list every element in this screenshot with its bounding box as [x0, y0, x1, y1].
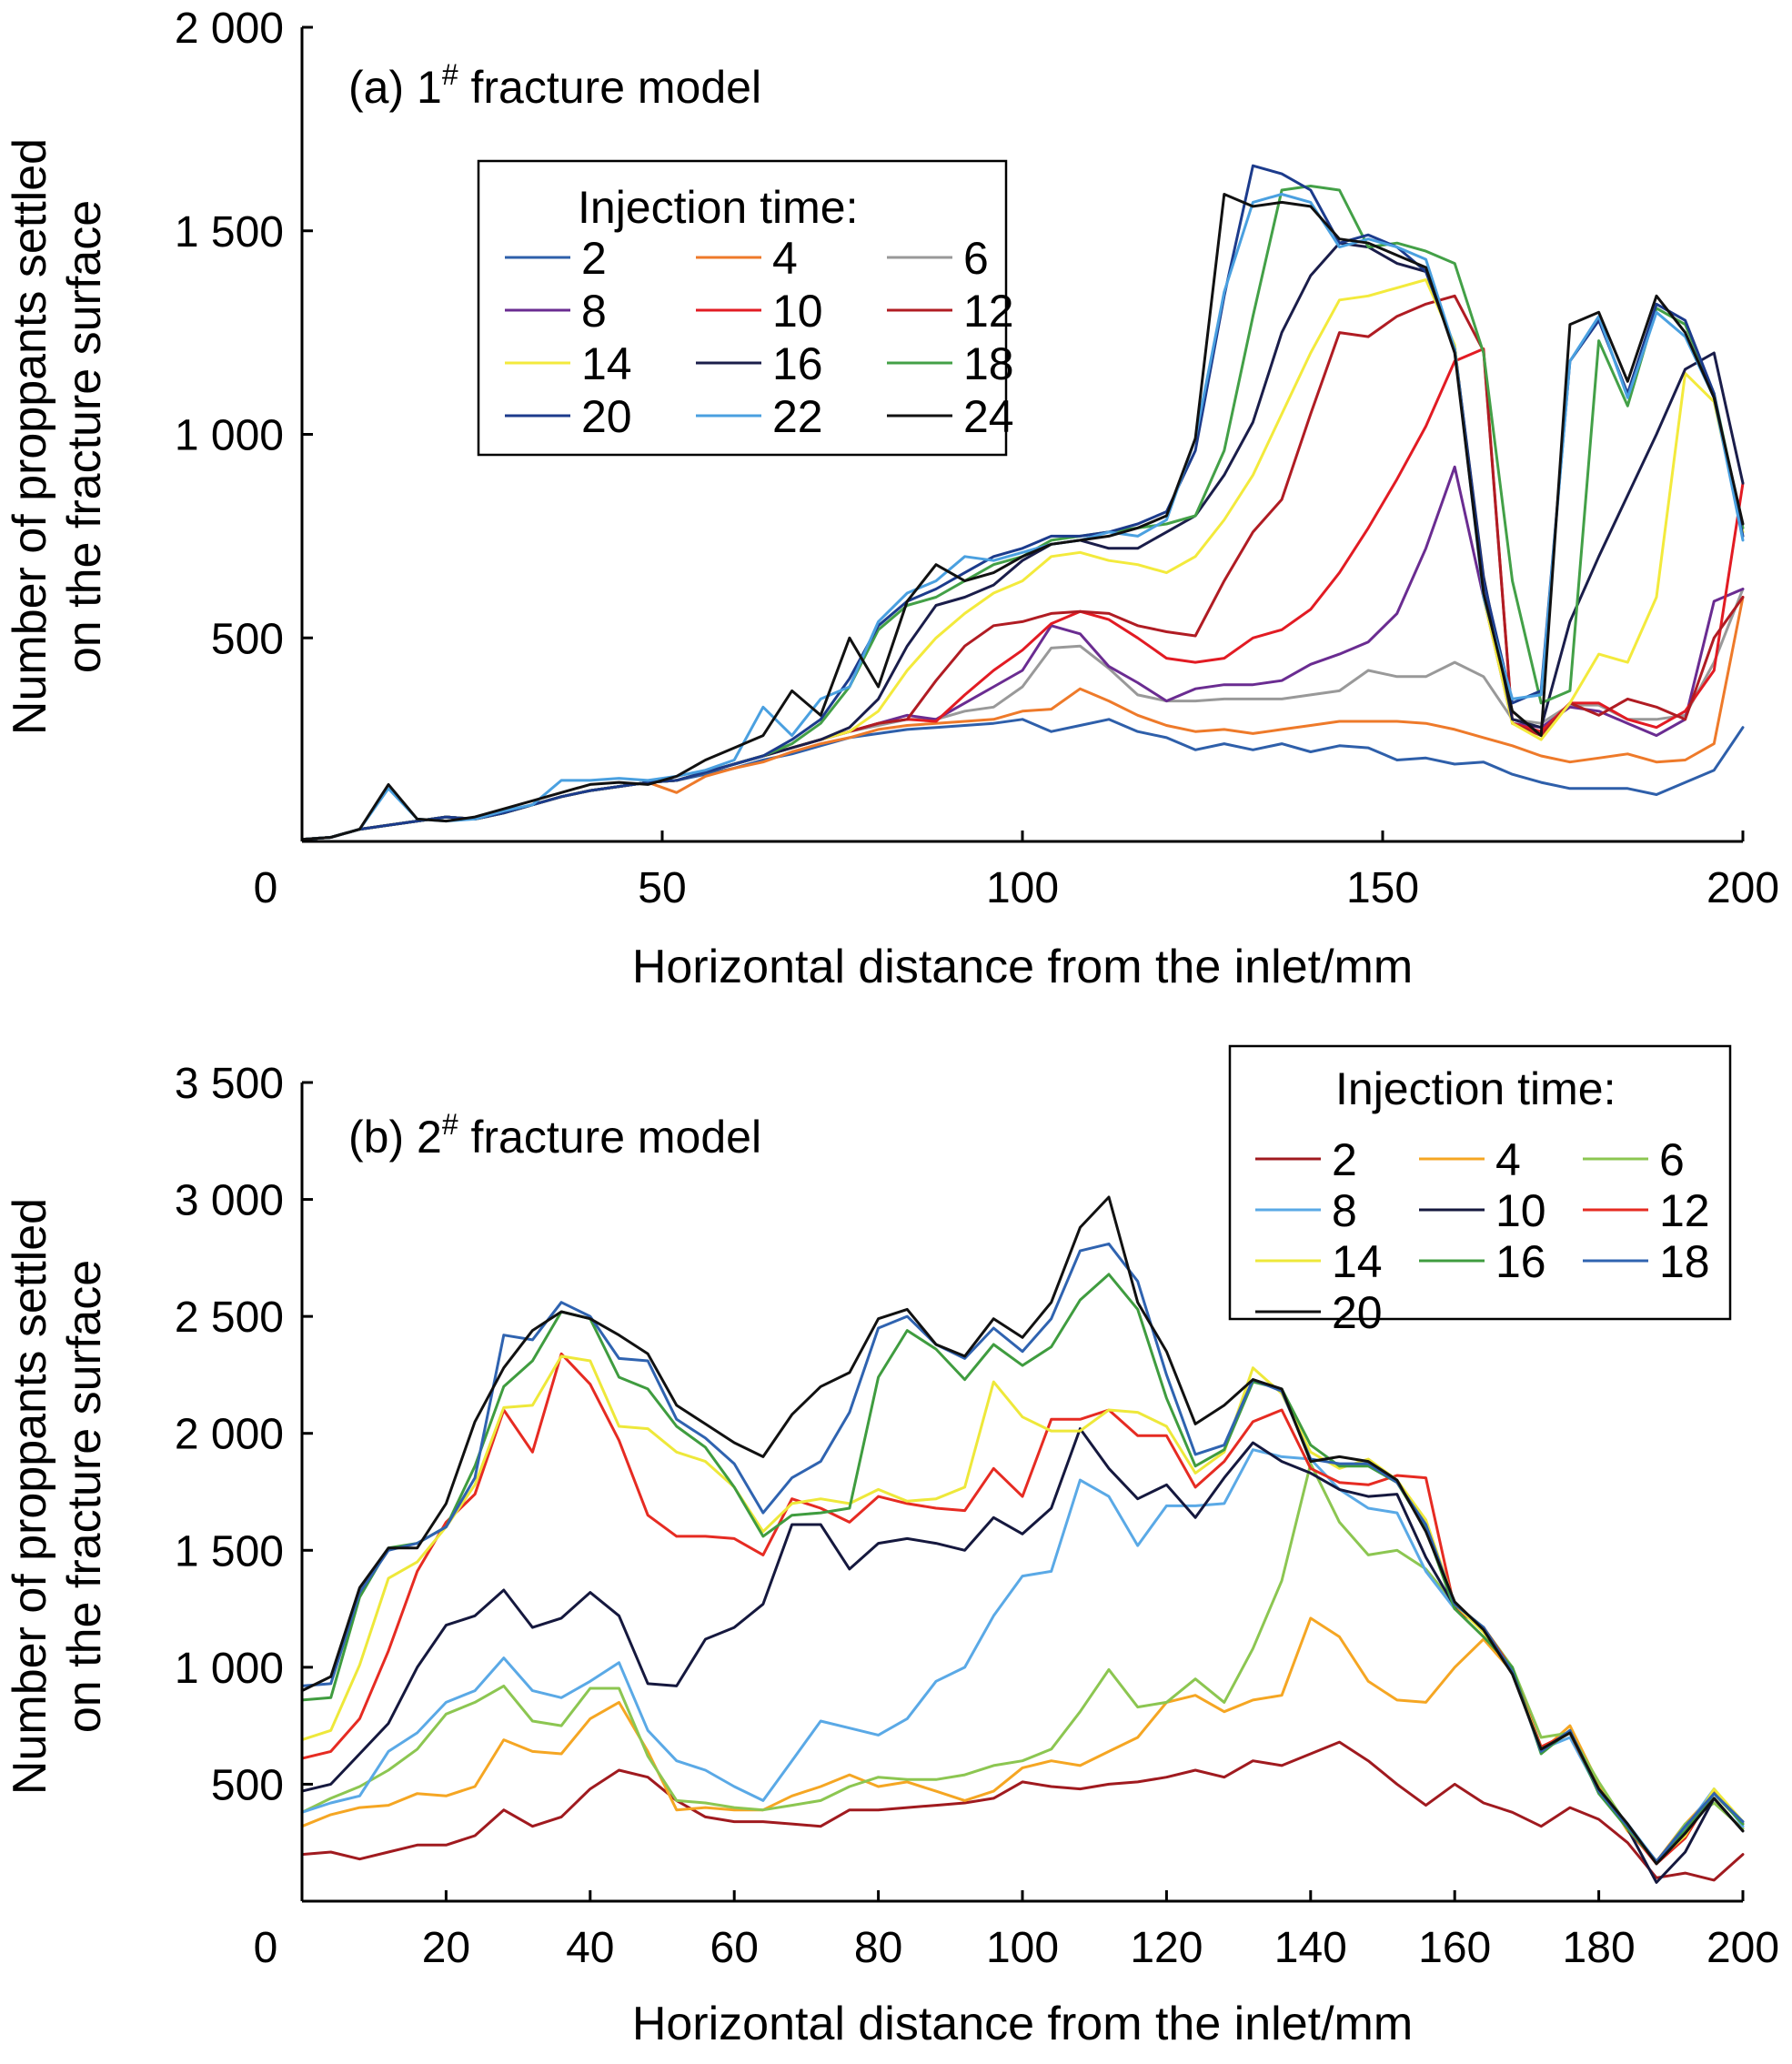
panel-b-x-tick-label: 140: [1274, 1924, 1347, 1972]
panel-b-legend-label-18: 18: [1659, 1236, 1710, 1287]
panel-b-chart: 500 1 000 1 500 2 000 2 500 3 000 3 500 0 20 40 6…: [4, 1044, 1779, 2050]
panel-a-series-2-line: [300, 718, 1745, 841]
panel-b-x-tick-label: 100: [986, 1924, 1059, 1972]
panel-b-legend-label-2: 2: [1332, 1134, 1357, 1185]
panel-b-x-tick-label: 0: [254, 1924, 278, 1972]
panel-b-y-tick-label: 1 000: [175, 1645, 284, 1693]
panel-b-legend: Injection time: 2 4 6 8 10 12 14 16 18 20: [1228, 1044, 1732, 1338]
panel-a-legend-label-2: 2: [581, 233, 607, 284]
panel-b-x-tick-label: 160: [1418, 1924, 1491, 1972]
panel-b-legend-label-20: 20: [1332, 1287, 1383, 1338]
panel-b-y-axis-label-line2: on the fracture surface: [58, 1260, 111, 1733]
panel-b-y-ticks: 500 1 000 1 500 2 000 2 500 3 000 3 500: [175, 1060, 313, 1809]
panel-a-legend-label-4: 4: [772, 233, 798, 284]
panel-b-series-16-line: [300, 1273, 1745, 1863]
panel-a-lines: [300, 164, 1745, 841]
panel-b-lines: [300, 1195, 1745, 1884]
panel-a-y-tick-label: 1 500: [175, 208, 284, 257]
panel-b-legend-label-4: 4: [1495, 1134, 1521, 1185]
panel-a-series-8-line: [300, 465, 1745, 841]
panel-a-legend-box: [477, 159, 1008, 457]
panel-a-legend-label-14: 14: [581, 338, 632, 389]
panel-b-x-tick-label: 60: [710, 1924, 759, 1972]
panel-a-y-axis-label-line1: Number of proppants settled: [4, 138, 56, 735]
panel-a-x-tick-label: 150: [1346, 864, 1419, 912]
panel-a-legend-title: Injection time:: [578, 182, 858, 233]
panel-a-legend-label-24: 24: [963, 391, 1014, 442]
panel-b-series-20-line: [300, 1195, 1745, 1866]
panel-b-x-tick-label: 120: [1130, 1924, 1203, 1972]
panel-b-x-tick-label: 180: [1563, 1924, 1636, 1972]
panel-a-legend-label-16: 16: [772, 338, 823, 389]
panel-b-x-ticks: 0 20 40 60 80 100 120 140 160 180 200: [254, 1890, 1779, 1972]
panel-b-legend-label-12: 12: [1659, 1185, 1710, 1236]
panel-b-legend-box: [1228, 1044, 1732, 1321]
panel-a-y-ticks: 500 1 000 1 500 2 000: [175, 5, 313, 663]
panel-a-legend-label-10: 10: [772, 286, 823, 337]
panel-b-series-4-line: [300, 1616, 1745, 1863]
panel-a-series-6-line: [300, 588, 1745, 841]
panel-b-y-tick-label: 1 500: [175, 1527, 284, 1576]
panel-b-legend-label-10: 10: [1495, 1185, 1546, 1236]
panel-a-x-axis-label: Horizontal distance from the inlet/mm: [632, 941, 1413, 993]
panel-b-series-2-line: [300, 1740, 1745, 1882]
panel-b-y-tick-label: 2 500: [175, 1294, 284, 1342]
panel-b-series-6-line: [300, 1462, 1745, 1866]
panel-a-title: (a) 1# fracture model: [348, 58, 761, 113]
panel-b-legend-label-8: 8: [1332, 1185, 1357, 1236]
panel-b-y-tick-label: 3 500: [175, 1060, 284, 1108]
panel-a-legend-label-18: 18: [963, 338, 1014, 389]
panel-b-y-tick-label: 3 000: [175, 1177, 284, 1225]
panel-a-legend-label-6: 6: [963, 233, 989, 284]
panel-a-y-tick-label: 2 000: [175, 5, 284, 53]
panel-b-legend-label-14: 14: [1332, 1236, 1383, 1287]
panel-a-legend-label-8: 8: [581, 286, 607, 337]
panel-a-legend-label-12: 12: [963, 286, 1014, 337]
panel-b-y-tick-label: 2 000: [175, 1411, 284, 1459]
panel-a-legend-label-20: 20: [581, 391, 632, 442]
panel-b-legend-label-16: 16: [1495, 1236, 1546, 1287]
panel-a-series-24-line: [300, 193, 1745, 841]
panel-a-x-tick-label: 0: [254, 864, 278, 912]
panel-b-legend-items: 2 4 6 8 10 12 14 16 18 20: [1255, 1134, 1710, 1338]
panel-b-y-tick-label: 500: [211, 1761, 284, 1809]
panel-b-y-axis-label-line1: Number of proppants settled: [4, 1198, 56, 1795]
panel-a-x-tick-label: 50: [638, 864, 686, 912]
panel-b-legend-label-6: 6: [1659, 1134, 1685, 1185]
panel-b-x-tick-label: 80: [854, 1924, 902, 1972]
panel-b-series-8-line: [300, 1448, 1745, 1863]
panel-a-legend-label-22: 22: [772, 391, 823, 442]
panel-a-y-tick-label: 500: [211, 615, 284, 663]
panel-b-x-tick-label: 40: [566, 1924, 614, 1972]
panel-b-x-tick-label: 20: [422, 1924, 470, 1972]
panel-a-y-axis-label-line2: on the fracture surface: [58, 200, 111, 673]
panel-b-title: (b) 2# fracture model: [348, 1108, 761, 1163]
panel-a-chart: 500 1 000 1 500 2 000 0 50 100 150 200 (a) 1# f…: [4, 5, 1779, 993]
panel-b-legend-title: Injection time:: [1335, 1063, 1616, 1114]
panel-b-x-tick-label: 200: [1706, 1924, 1779, 1972]
panel-b-x-axis-label: Horizontal distance from the inlet/mm: [632, 1998, 1413, 2050]
panel-a-x-ticks: 0 50 100 150 200: [254, 831, 1779, 912]
panel-a-x-tick-label: 200: [1706, 864, 1779, 912]
panel-a-y-tick-label: 1 000: [175, 412, 284, 460]
panel-a-x-tick-label: 100: [986, 864, 1059, 912]
